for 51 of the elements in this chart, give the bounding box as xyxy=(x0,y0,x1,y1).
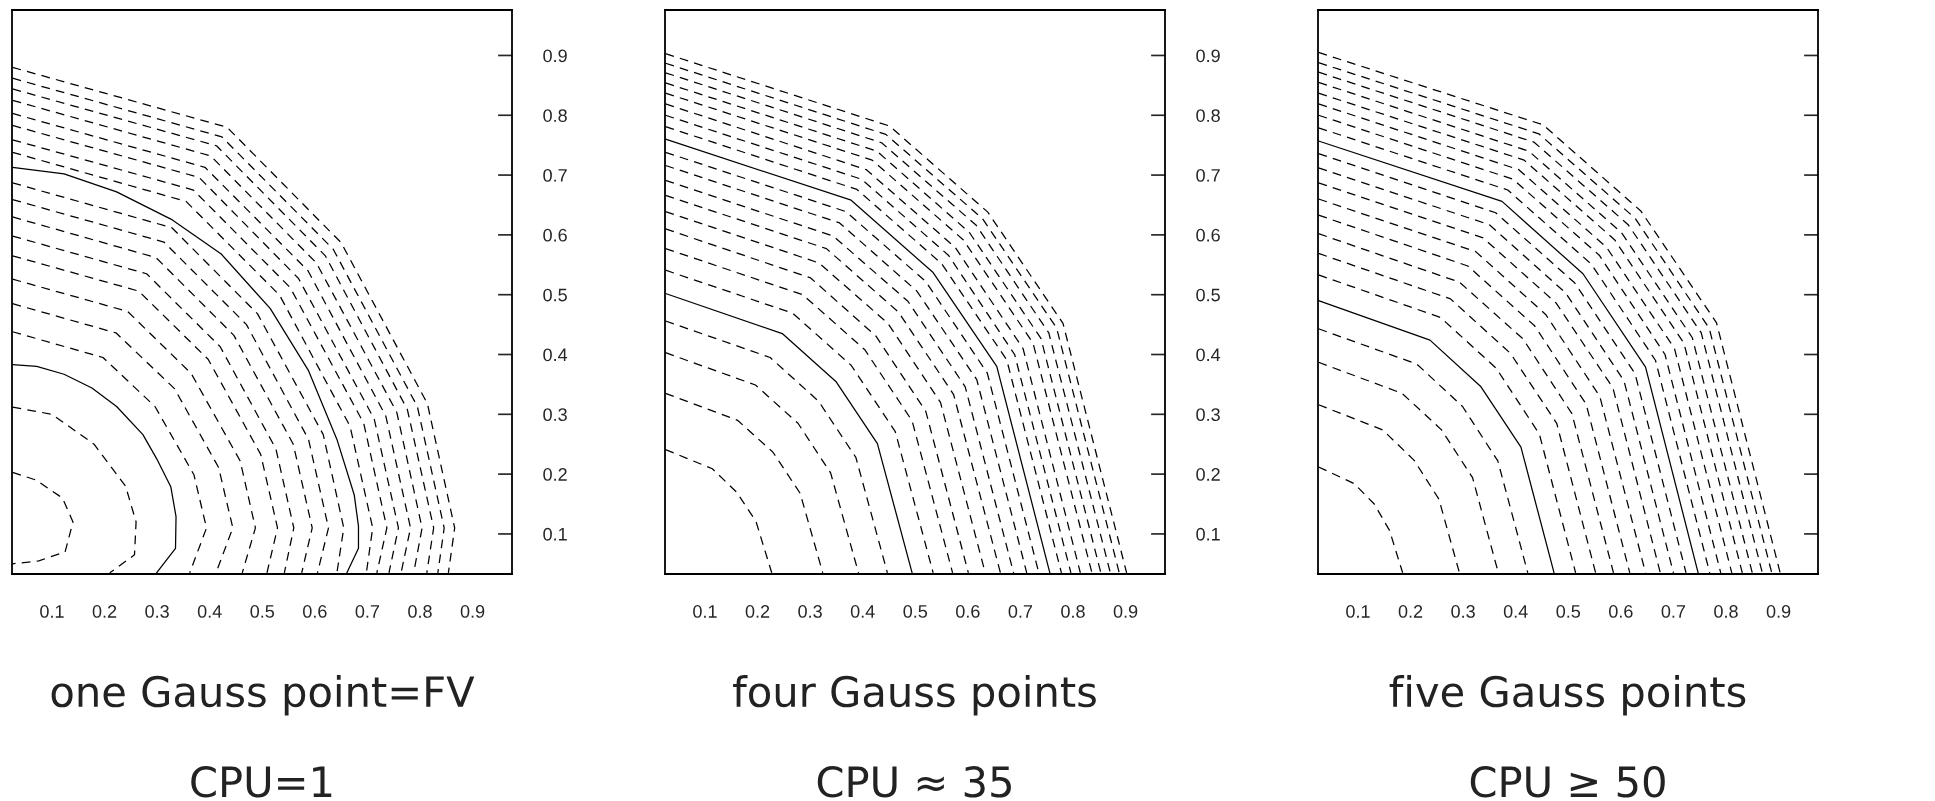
x-tick-label: 0.9 xyxy=(1766,605,1791,618)
x-tick-label: 0.6 xyxy=(1609,605,1633,618)
x-axis-title: five Gauss points xyxy=(1389,675,1746,716)
x-tick-label: 0.3 xyxy=(798,605,822,618)
x-tick-label: 0.1 xyxy=(693,605,717,618)
y-tick-label: 0.6 xyxy=(1196,228,1220,242)
x-tick-label: 0.9 xyxy=(460,605,485,618)
x-tick-label: 0.2 xyxy=(92,605,117,618)
y-tick-label: 0.1 xyxy=(543,527,567,541)
y-tick-label: 0.9 xyxy=(543,49,567,63)
y-tick-label: 0.3 xyxy=(1196,408,1220,422)
x-tick-label: 0.2 xyxy=(745,605,770,618)
y-tick-label: 0.7 xyxy=(1196,169,1220,182)
x-tick-label: 0.8 xyxy=(1061,605,1085,618)
x-tick-label: 0.4 xyxy=(1503,605,1528,618)
y-tick-label: 0.5 xyxy=(543,288,567,302)
y-tick-label: 0.9 xyxy=(1196,49,1220,63)
y-tick-label: 0.5 xyxy=(1196,288,1220,302)
x-tick-label: 0.3 xyxy=(145,605,169,618)
y-tick-label: 0.4 xyxy=(1196,348,1221,362)
x-tick-label: 0.2 xyxy=(1398,605,1423,618)
x-tick-label: 0.1 xyxy=(40,605,64,618)
text: CPU=1 xyxy=(191,766,332,798)
x-axis-title: one Gauss point=FV xyxy=(51,675,475,716)
x-tick-label: 0.7 xyxy=(355,605,380,618)
x-tick-label: 0.5 xyxy=(1556,605,1581,618)
x-tick-label: 0.4 xyxy=(197,605,222,618)
x-tick-label: 0.8 xyxy=(1714,605,1738,618)
text: CPU ≥ 50 xyxy=(1470,766,1665,798)
y-tick-label: 0.6 xyxy=(543,228,567,242)
x-tick-label: 0.6 xyxy=(956,605,980,618)
x-tick-label: 0.6 xyxy=(303,605,327,618)
y-tick-label: 0.2 xyxy=(543,468,567,481)
x-tick-label: 0.8 xyxy=(408,605,432,618)
text: CPU ≈ 35 xyxy=(817,766,1011,798)
y-tick-label: 0.7 xyxy=(543,169,567,182)
x-tick-label: 0.7 xyxy=(1008,605,1033,618)
y-tick-label: 0.4 xyxy=(543,348,568,362)
y-tick-label: 0.8 xyxy=(543,109,567,122)
x-tick-label: 0.5 xyxy=(903,605,928,618)
y-tick-label: 0.8 xyxy=(1196,109,1220,122)
x-tick-label: 0.7 xyxy=(1661,605,1686,618)
x-tick-label: 0.4 xyxy=(850,605,875,618)
x-tick-label: 0.1 xyxy=(1346,605,1370,618)
x-tick-label: 0.9 xyxy=(1113,605,1138,618)
x-tick-label: 0.3 xyxy=(1451,605,1475,618)
y-tick-label: 0.3 xyxy=(543,408,567,422)
x-tick-label: 0.5 xyxy=(250,605,275,618)
y-tick-label: 0.1 xyxy=(1196,527,1220,541)
y-tick-label: 0.2 xyxy=(1196,468,1220,481)
x-axis-title: four Gauss points xyxy=(733,675,1096,716)
